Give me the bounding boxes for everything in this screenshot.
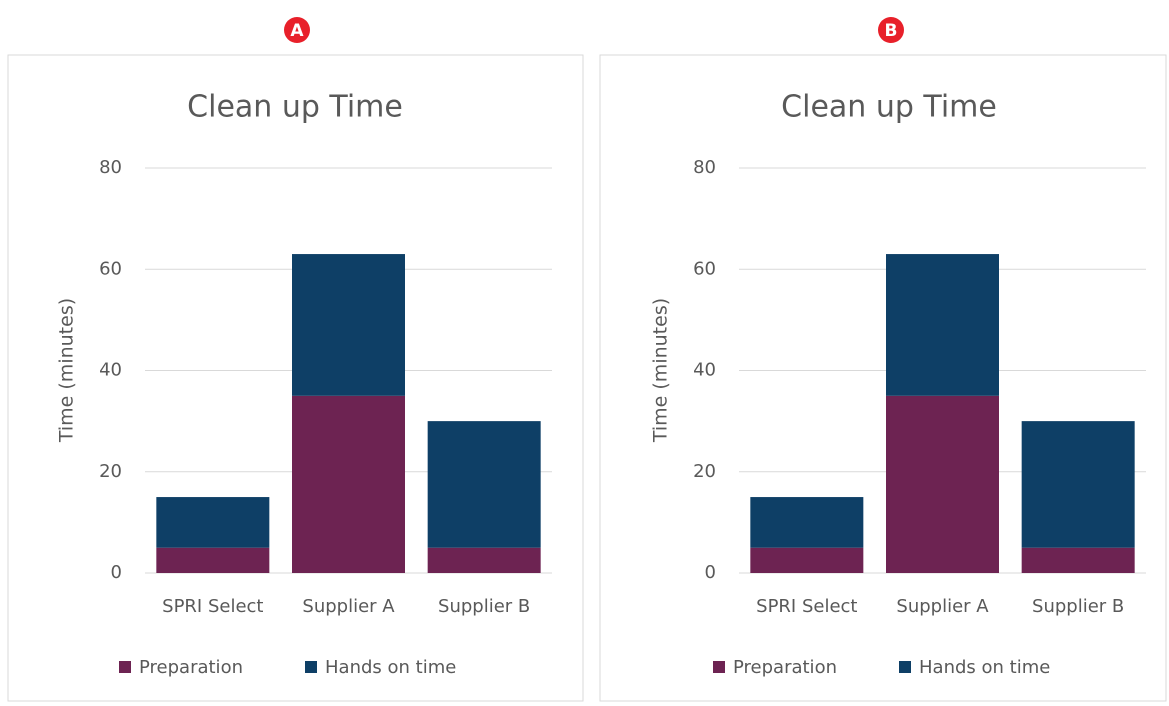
chart-title: Clean up Time [781,90,997,125]
x-tick-label: Supplier A [302,596,395,617]
y-tick-label: 0 [111,562,122,583]
bar-segment [156,547,270,573]
bar-segment [427,421,541,548]
bar-segment [886,254,999,396]
chart-title: Clean up Time [187,90,403,125]
bar-segment [1021,547,1135,573]
x-tick-label: Supplier B [1032,596,1124,617]
panel-label: B [885,21,898,41]
panel-badge [878,17,904,43]
y-tick-label: 20 [693,461,716,482]
legend-swatch [119,661,131,673]
bar-segment [886,395,999,573]
panel-label: A [290,21,304,41]
legend-swatch [713,661,725,673]
legend-label: Hands on time [325,657,456,678]
x-tick-label: Supplier A [896,596,989,617]
bar-segment [1021,421,1135,548]
bar-segment [750,497,864,548]
y-tick-label: 40 [99,360,122,381]
y-tick-label: 60 [99,258,122,279]
x-tick-label: SPRI Select [756,596,857,617]
y-tick-label: 0 [705,562,716,583]
legend-swatch [899,661,911,673]
x-tick-label: SPRI Select [162,596,263,617]
legend-label: Preparation [139,657,243,678]
y-tick-label: 60 [693,258,716,279]
legend-label: Hands on time [919,657,1050,678]
y-tick-label: 80 [693,157,716,178]
bar-segment [292,254,405,396]
legend-label: Preparation [733,657,837,678]
bar-segment [156,497,270,548]
bar-segment [750,547,864,573]
chart-panel [599,54,1167,702]
y-tick-label: 80 [99,157,122,178]
y-axis-title: Time (minutes) [650,298,672,443]
y-tick-label: 40 [693,360,716,381]
panel-badge [284,17,310,43]
y-axis-title: Time (minutes) [56,298,78,443]
y-tick-label: 20 [99,461,122,482]
x-tick-label: Supplier B [438,596,530,617]
bar-segment [292,395,405,573]
legend-swatch [305,661,317,673]
bar-segment [427,547,541,573]
